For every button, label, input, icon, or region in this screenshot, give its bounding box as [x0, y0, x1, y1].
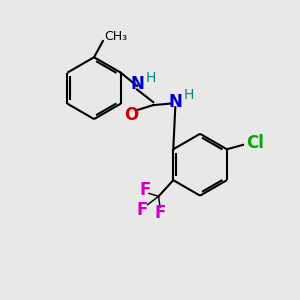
- Text: F: F: [154, 204, 166, 222]
- Text: F: F: [140, 182, 151, 200]
- Text: H: H: [145, 71, 156, 85]
- Text: N: N: [130, 76, 144, 94]
- Text: F: F: [137, 201, 148, 219]
- Text: Cl: Cl: [246, 134, 264, 152]
- Text: CH₃: CH₃: [104, 30, 128, 43]
- Text: N: N: [168, 93, 182, 111]
- Text: H: H: [184, 88, 194, 102]
- Text: O: O: [124, 106, 138, 124]
